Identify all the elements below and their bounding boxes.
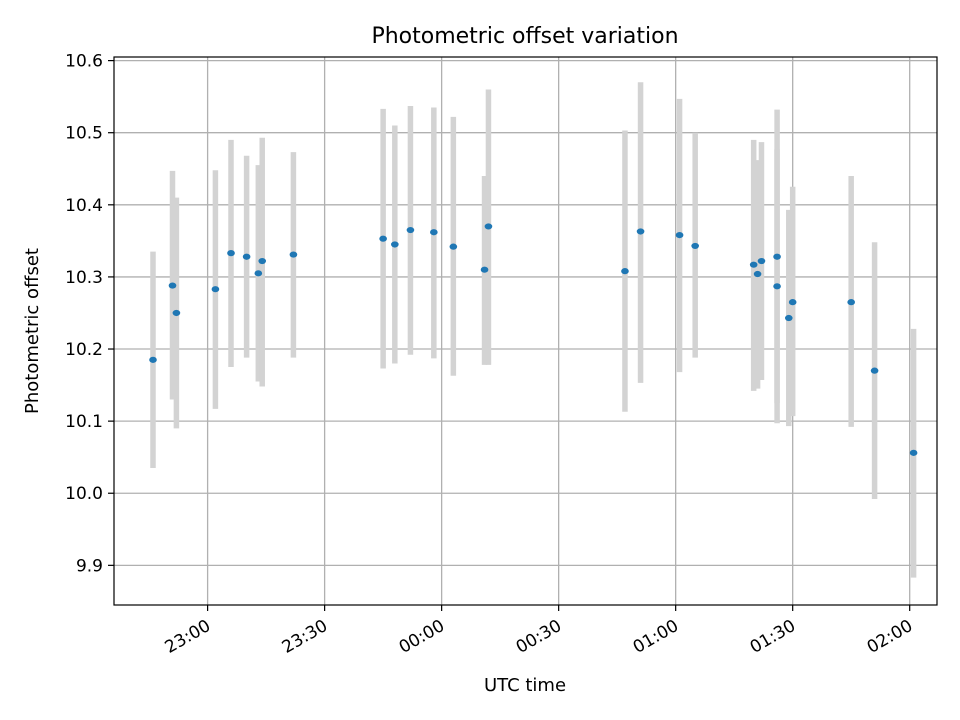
data-point (406, 226, 415, 234)
data-point (449, 243, 458, 250)
data-point (227, 250, 235, 257)
data-point (430, 229, 438, 236)
data-point (784, 314, 793, 322)
data-point (168, 282, 177, 289)
data-point (636, 228, 645, 235)
y-tick-label: 10.6 (65, 52, 103, 72)
y-axis-ticks: 9.9 10.0 10.1 10.2 10.3 10.4 10.5 10.6 (65, 52, 114, 576)
data-point (870, 367, 879, 374)
data-point (749, 261, 758, 268)
data-point (258, 257, 267, 265)
x-axis-label: UTC time (484, 675, 566, 696)
data-points (149, 223, 918, 456)
data-point (847, 299, 855, 306)
data-point (379, 235, 387, 242)
y-tick-label: 10.4 (65, 196, 103, 216)
data-point (773, 283, 781, 290)
data-point (480, 266, 489, 273)
data-point (242, 253, 251, 260)
data-point (757, 257, 766, 265)
data-point (172, 309, 181, 317)
data-point (254, 270, 263, 277)
y-tick-label: 10.5 (65, 124, 103, 144)
data-point (484, 223, 493, 230)
y-tick-label: 10.0 (65, 484, 103, 504)
data-point (675, 232, 684, 239)
data-point (788, 299, 797, 306)
data-point (691, 242, 699, 250)
y-axis-label: Photometric offset (22, 248, 43, 414)
y-tick-label: 10.1 (65, 412, 103, 432)
plot-frame (113, 56, 938, 606)
chart-title: Photometric offset variation (371, 24, 678, 49)
y-tick-label: 10.2 (65, 340, 103, 360)
data-point (773, 253, 781, 260)
data-point (289, 251, 298, 258)
data-point (211, 286, 220, 293)
data-point (909, 449, 918, 456)
data-point (621, 268, 629, 275)
y-tick-label: 9.9 (76, 556, 103, 576)
y-tick-label: 10.3 (65, 268, 103, 288)
data-point (391, 241, 399, 248)
data-point (753, 270, 762, 278)
data-point (149, 356, 157, 363)
